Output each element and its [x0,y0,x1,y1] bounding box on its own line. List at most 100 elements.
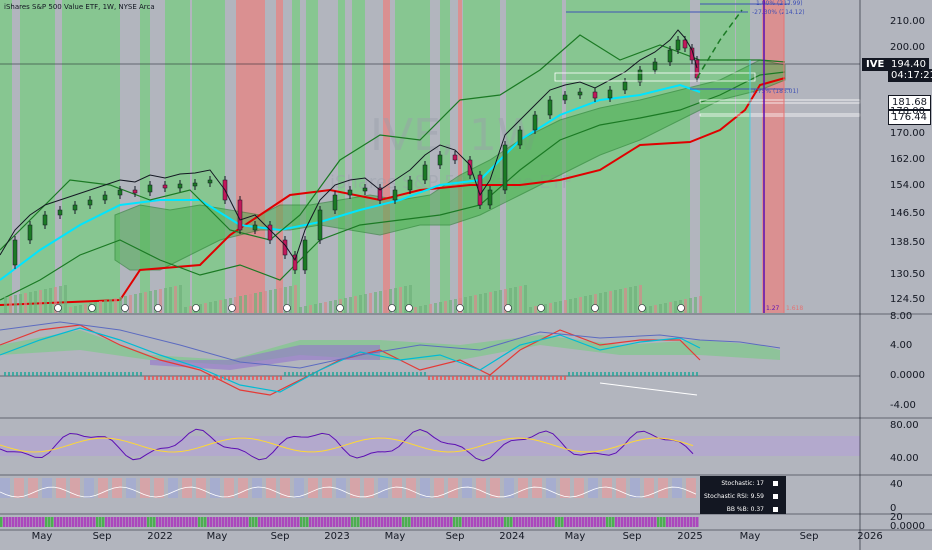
stoch-zone [84,478,94,498]
bb-bar [51,517,54,527]
bb-bar [462,517,465,527]
bb-bar [207,517,210,527]
bb-bar [108,517,111,527]
macd-histogram-bar [480,376,482,380]
macd-histogram-bar [320,372,322,376]
bb-bar [297,517,300,527]
bb-bar [672,517,675,527]
price-axis-label: 146.50 [890,208,925,219]
macd-histogram-bar [76,372,78,376]
macd-histogram-bar [564,376,566,380]
checkbox-icon[interactable] [773,494,778,499]
bb-bar [450,517,453,527]
volume-bar [309,305,312,313]
volume-bar [584,296,587,313]
bb-bar [150,517,153,527]
macd-histogram-bar [548,376,550,380]
volume-bar [409,285,412,313]
volume-bar [39,290,42,313]
bb-bar [495,517,498,527]
bb-bar [276,517,279,527]
last-price-tag: 194.40 [888,58,929,71]
dividend-icon [88,304,96,312]
macd-histogram-bar [68,372,70,376]
bb-bar [477,517,480,527]
bb-bar [696,517,699,527]
macd-histogram-bar [44,372,46,376]
candle-body [177,183,183,189]
stoch-zone [182,478,192,498]
price-axis-label: 178.00 [890,106,925,117]
bb-bar [312,517,315,527]
volume-bar [634,286,637,313]
bb-bar [504,517,507,527]
bb-bar [432,517,435,527]
volume-bar [374,292,377,313]
rsi-line [0,428,694,462]
time-axis-label: May [31,531,53,542]
volume-bar [444,301,447,313]
bb-bar [576,517,579,527]
legend-stochastic: Stochastic: 17 [721,480,764,487]
stoch-zone [252,478,262,498]
bb-bar [651,517,654,527]
bb-bar [225,517,228,527]
bb-bar [615,517,618,527]
volume-bar [264,291,267,313]
stoch-zone [168,478,178,498]
stoch-zone [672,478,682,498]
volume-bar [64,285,67,313]
rsi-band [0,436,860,456]
volume-bar [404,286,407,313]
bb-bar [489,517,492,527]
trend-zone [276,0,283,313]
bb-bar [6,517,9,527]
macd-histogram-bar [60,372,62,376]
stoch-zone [0,478,10,498]
level-tag-2: 176.44 [888,110,931,125]
volume-bar [674,301,677,313]
bb-bar [582,517,585,527]
bb-bar [579,517,582,527]
checkbox-icon[interactable] [773,481,778,486]
bb-bar [333,517,336,527]
volume-bar [154,290,157,313]
fib-label: 7.75% (185.01) [752,88,799,95]
macd-histogram-bar [608,372,610,376]
bb-bar [39,517,42,527]
macd-histogram-bar [312,372,314,376]
bb-bar [627,517,630,527]
volume-bar [524,285,527,313]
volume-bar [159,289,162,313]
candle-body [652,61,658,71]
volume-bar [59,286,62,313]
macd-histogram-bar [544,376,546,380]
macd-histogram-bar [224,376,226,380]
volume-bar [624,288,627,313]
bb-bar [81,517,84,527]
macd-histogram-bar [56,372,58,376]
bb-bar [198,517,201,527]
stoch-zone [70,478,80,498]
bb-bar [519,517,522,527]
bb-bar [531,517,534,527]
volume-bar [489,292,492,313]
macd-histogram-bar [392,372,394,376]
bb-bar [537,517,540,527]
stoch-zone [154,478,164,498]
stoch-zone [336,478,346,498]
macd-histogram-bar [368,372,370,376]
volume-bar [304,306,307,313]
macd-histogram-bar [344,372,346,376]
checkbox-icon[interactable] [773,507,778,512]
dividend-icon [121,304,129,312]
bb-bar [498,517,501,527]
volume-bar [664,303,667,313]
macd-histogram-bar [268,376,270,380]
bb-bar [603,517,606,527]
bb-bar [387,517,390,527]
volume-bar [559,301,562,313]
volume-bar [204,303,207,313]
volume-bar [24,293,27,313]
